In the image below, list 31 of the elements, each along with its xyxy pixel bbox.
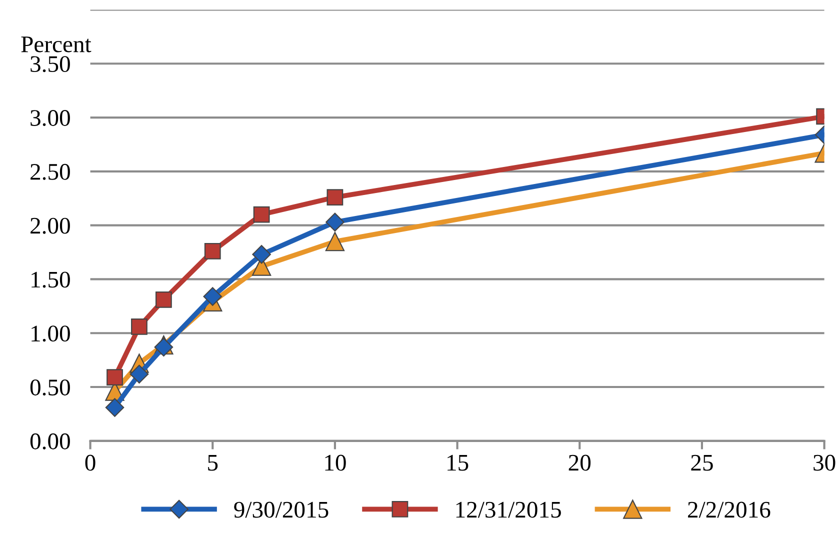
x-tick-label: 10	[325, 454, 346, 471]
y-tick-label: 3.00	[30, 110, 70, 126]
point	[106, 369, 123, 386]
legend-label: 2/2/2016	[688, 502, 770, 518]
point	[130, 364, 149, 384]
x-tick-label: 20	[568, 454, 591, 471]
x-tick-label: 30	[814, 454, 836, 471]
y-tick-label: 0.00	[30, 433, 70, 450]
point	[203, 287, 222, 306]
point	[105, 398, 124, 417]
point	[253, 206, 270, 223]
x-tick-label: 25	[691, 454, 713, 471]
y-tick-label: 1.00	[32, 326, 70, 342]
y-tick-label: 1.50	[32, 272, 70, 288]
point	[155, 292, 172, 308]
point	[252, 245, 271, 264]
point	[131, 318, 148, 335]
x-tick-label: 5	[208, 455, 218, 471]
legend-label: 9/30/2015	[234, 502, 328, 518]
y-tick-label: 3.50	[30, 56, 70, 72]
point	[325, 232, 345, 252]
point	[326, 212, 344, 232]
legend-label: 12/31/2015	[456, 502, 561, 518]
point	[204, 243, 221, 260]
y-axis-title: Percent	[21, 36, 92, 52]
y-tick-label: 2.50	[30, 164, 70, 180]
y-tick-label: 2.00	[30, 218, 70, 234]
y-tick-label: 0.50	[30, 380, 70, 396]
x-tick-label: 0	[85, 454, 96, 471]
x-tick-label: 15	[448, 454, 468, 471]
point	[326, 189, 344, 206]
